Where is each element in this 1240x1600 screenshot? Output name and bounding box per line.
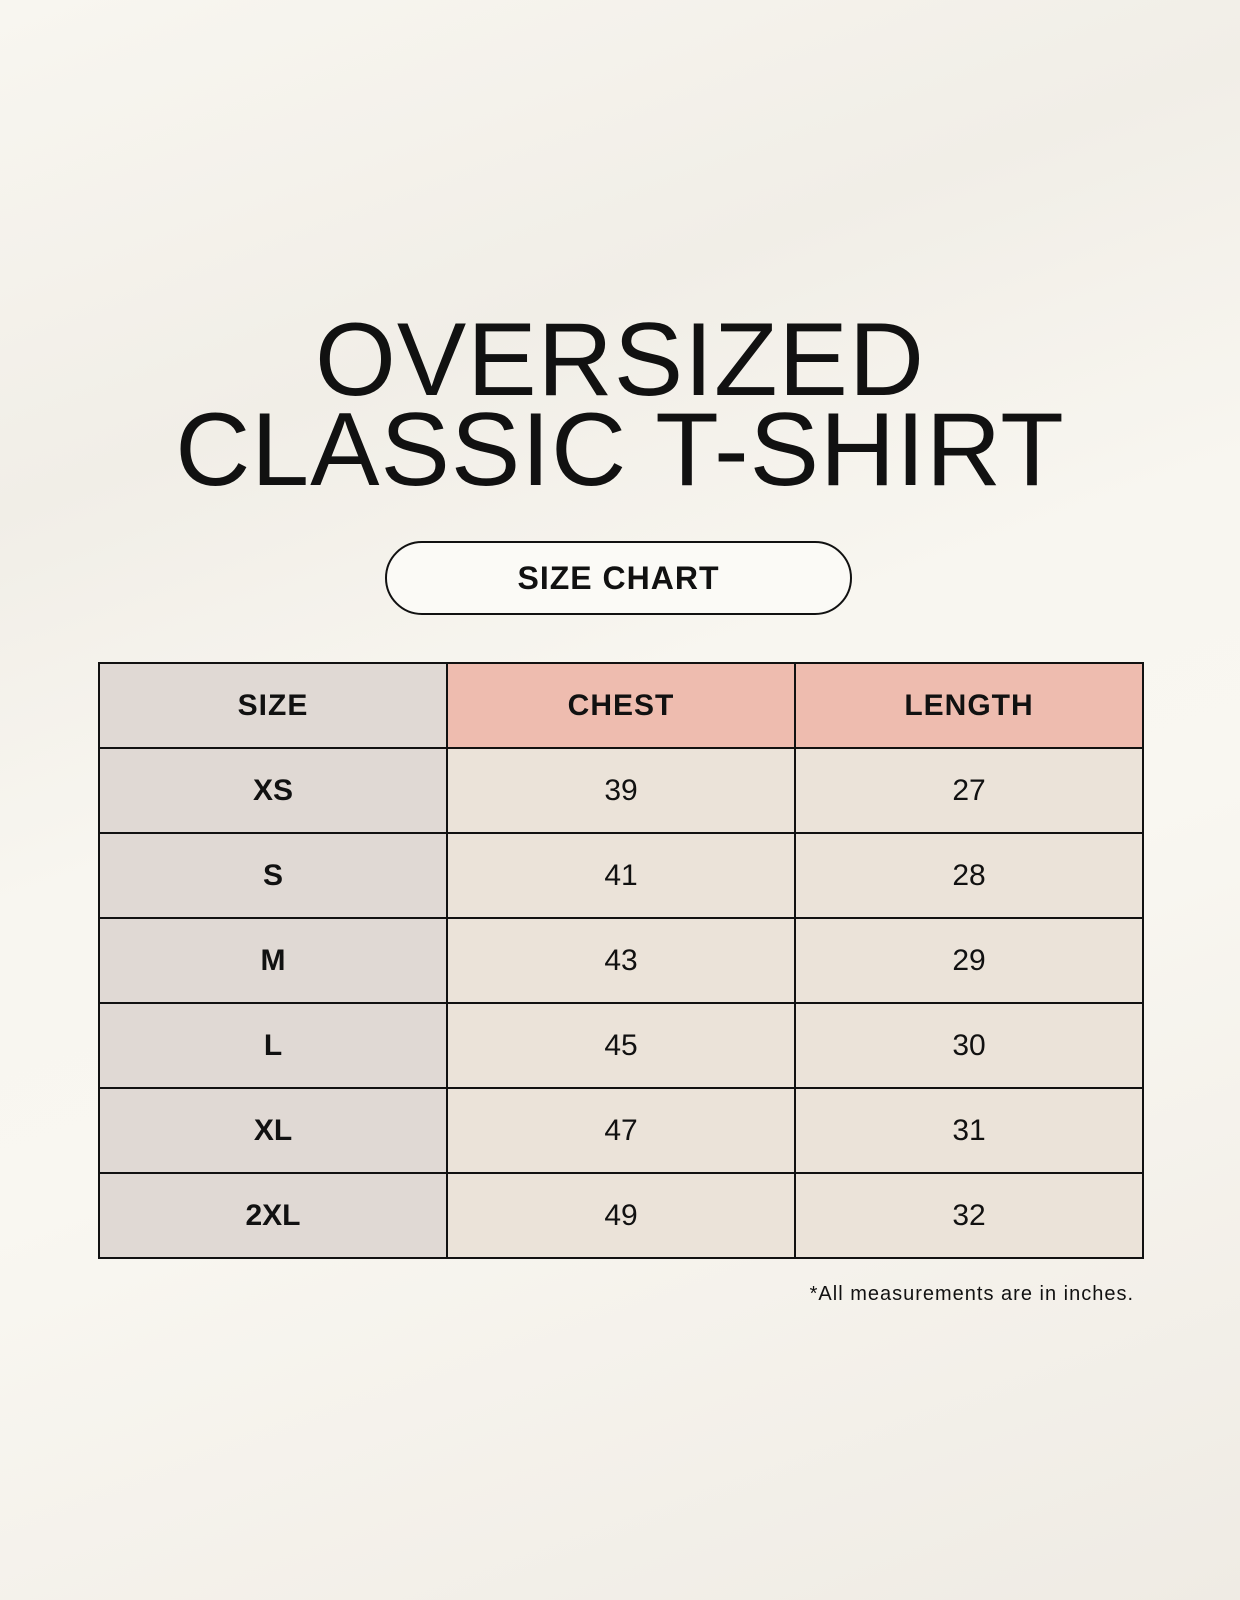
cell-length: 32: [794, 1172, 1144, 1259]
cell-size: XS: [98, 747, 448, 834]
cell-size: L: [98, 1002, 448, 1089]
table-row: M 43 29: [98, 917, 1144, 1004]
cell-size: 2XL: [98, 1172, 448, 1259]
size-table: SIZE CHEST LENGTH XS 39 27 S 41 28 M 43 29 L 45 30 X…: [98, 662, 1144, 1259]
cell-chest: 39: [446, 747, 796, 834]
table-header-row: SIZE CHEST LENGTH: [98, 662, 1144, 749]
table-row: XL 47 31: [98, 1087, 1144, 1174]
cell-length: 28: [794, 832, 1144, 919]
cell-chest: 49: [446, 1172, 796, 1259]
cell-chest: 45: [446, 1002, 796, 1089]
header-length: LENGTH: [794, 662, 1144, 749]
cell-chest: 41: [446, 832, 796, 919]
cell-chest: 43: [446, 917, 796, 1004]
cell-length: 31: [794, 1087, 1144, 1174]
header-chest: CHEST: [446, 662, 796, 749]
table-row: L 45 30: [98, 1002, 1144, 1089]
cell-chest: 47: [446, 1087, 796, 1174]
table-row: XS 39 27: [98, 747, 1144, 834]
header-size: SIZE: [98, 662, 448, 749]
title-line-2: CLASSIC T-SHIRT: [175, 392, 1065, 508]
title-line-1: OVERSIZED: [315, 302, 925, 418]
cell-size: M: [98, 917, 448, 1004]
cell-length: 27: [794, 747, 1144, 834]
footnote: *All measurements are in inches.: [809, 1283, 1134, 1305]
cell-length: 30: [794, 1002, 1144, 1089]
table-row: 2XL 49 32: [98, 1172, 1144, 1259]
cell-size: XL: [98, 1087, 448, 1174]
table-row: S 41 28: [98, 832, 1144, 919]
cell-size: S: [98, 832, 448, 919]
badge-label: SIZE CHART: [517, 559, 720, 596]
size-chart-badge: SIZE CHART: [385, 541, 852, 615]
cell-length: 29: [794, 917, 1144, 1004]
